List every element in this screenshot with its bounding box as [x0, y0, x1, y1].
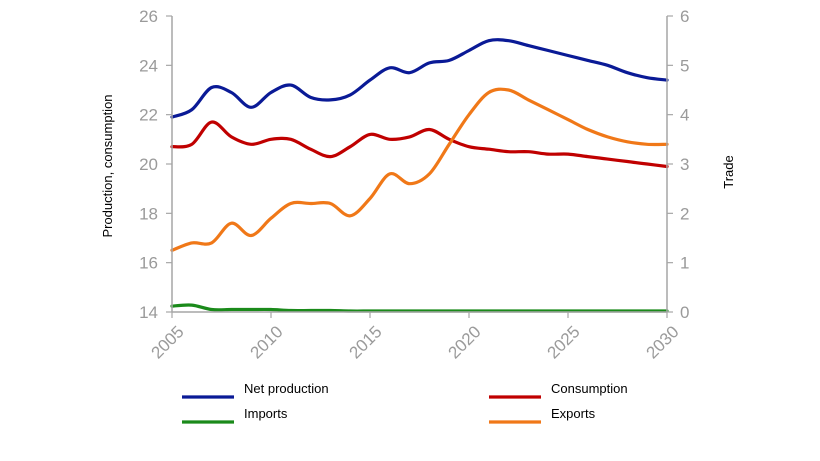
series-line-imports: [170, 303, 669, 313]
x-tick-label: 2015: [345, 322, 385, 362]
y-tick-left-label: 16: [139, 254, 158, 273]
legend-label-net-production: Net production: [244, 381, 329, 396]
legend-label-imports: Imports: [244, 406, 288, 421]
y-tick-right-label: 6: [680, 7, 689, 26]
y-axis-title-right: Trade: [721, 155, 736, 188]
y-tick-left-label: 24: [139, 56, 158, 75]
x-tick-label: 2020: [444, 322, 484, 362]
y-tick-right-label: 3: [680, 155, 689, 174]
y-tick-right-label: 1: [680, 254, 689, 273]
series-lines: [170, 38, 669, 313]
y-tick-right-label: 0: [680, 303, 689, 322]
series-line-consumption: [170, 120, 669, 169]
legend-label-consumption: Consumption: [551, 381, 628, 396]
y-tick-left-label: 22: [139, 106, 158, 125]
x-tick-label: 2010: [246, 322, 286, 362]
y-tick-left-label: 14: [139, 303, 158, 322]
legend-label-exports: Exports: [551, 406, 596, 421]
legend: Net production Consumption Imports Exports: [182, 381, 628, 424]
series-line-net-production: [170, 38, 669, 119]
y-axis-title-left: Production, consumption: [100, 94, 115, 237]
series-line-exports: [170, 87, 669, 252]
y-tick-left-label: 26: [139, 7, 158, 26]
axes: [166, 15, 673, 318]
x-tick-label: 2030: [642, 322, 682, 362]
y-tick-right-label: 4: [680, 106, 689, 125]
tick-labels: 14 16 18 20 22 24 26 0 1 2 3 4 5 6 2005 2010 2015 2020 202…: [139, 7, 689, 362]
y-tick-right-label: 5: [680, 56, 689, 75]
x-tick-label: 2025: [543, 322, 583, 362]
y-tick-left-label: 18: [139, 204, 158, 223]
x-tick-label: 2005: [147, 322, 187, 362]
y-tick-right-label: 2: [680, 204, 689, 223]
y-tick-left-label: 20: [139, 155, 158, 174]
